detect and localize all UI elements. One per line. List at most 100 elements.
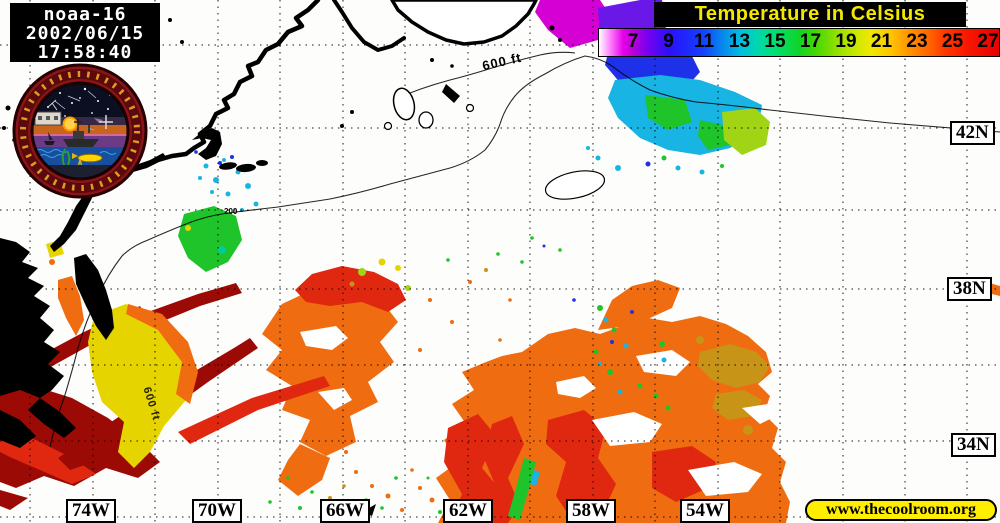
map-graphic: [64, 115, 66, 117]
map-graphic: [107, 108, 109, 110]
colorbar-tick: 17: [799, 31, 822, 52]
map-graphic: [498, 338, 502, 342]
map-graphic: [698, 344, 770, 388]
map-graphic: [699, 169, 705, 175]
map-graphic: [49, 55, 1000, 448]
map-graphic: [438, 510, 442, 514]
map-graphic: [450, 320, 454, 324]
map-graphic: [35, 149, 117, 158]
map-graphic: [88, 304, 194, 468]
colorbar-tick: 25: [941, 31, 964, 52]
map-graphic: [508, 458, 536, 520]
map-graphic: [392, 87, 416, 121]
colorbar-tick: 27: [977, 31, 999, 52]
colorbar-title: Temperature in Celsius: [654, 2, 966, 27]
map-graphic: [126, 304, 198, 404]
map-graphic: [496, 252, 500, 256]
latitude-label-34N: 34N: [951, 433, 996, 457]
map-graphic: [520, 260, 524, 264]
warm-water-patches: [0, 240, 1000, 523]
map-graphic: [508, 298, 512, 302]
map-graphic: [332, 0, 406, 52]
colorbar-tick: 7: [627, 31, 639, 52]
map-graphic: [236, 163, 256, 173]
longitude-label-66W: 66W: [320, 499, 370, 523]
longitude-label-74W: 74W: [66, 499, 116, 523]
map-graphic: [661, 357, 667, 363]
map-graphic: [400, 508, 404, 512]
capture-date: 2002/06/15: [25, 23, 145, 44]
capture-time: 17:58:40: [37, 42, 133, 63]
map-graphic: [20, 71, 140, 191]
map-graphic: [675, 165, 681, 171]
map-graphic: [253, 201, 259, 207]
temperature-colorbar: 7 9 11 13 15 17 19 21 23 25 27: [598, 28, 1000, 57]
map-graphic: [300, 326, 348, 350]
map-graphic: [71, 102, 73, 104]
map-graphic: [33, 87, 127, 178]
coolroom-observatory-logo: [12, 63, 148, 199]
map-graphic: [394, 476, 398, 480]
map-graphic: [77, 157, 83, 168]
map-graphic: [358, 268, 366, 276]
map-graphic: [659, 341, 665, 347]
map-graphic: [530, 470, 540, 486]
map-graphic: [256, 160, 268, 166]
depth-contour-600ft: [49, 51, 1000, 448]
map-graphic: [194, 150, 198, 154]
map-graphic: [50, 182, 98, 252]
map-graphic: [484, 268, 488, 272]
map-graphic: [610, 340, 614, 344]
map-graphic: [54, 116, 58, 120]
map-graphic: [295, 266, 406, 312]
map-graphic: [218, 161, 222, 165]
map-graphic: [546, 410, 616, 520]
map-graphic: [0, 490, 28, 510]
map-graphic: [222, 158, 226, 162]
map-graphic: [468, 280, 472, 284]
map-graphic: [617, 389, 623, 395]
latitude-label-42N: 42N: [950, 121, 995, 145]
depth-mark-200: 200: [224, 207, 238, 216]
website-watermark[interactable]: www.thecoolroom.org: [805, 499, 997, 521]
map-graphic: [344, 450, 348, 454]
longitude-label-54W: 54W: [680, 499, 730, 523]
map-graphic: [46, 116, 50, 120]
colorbar-tick: 23: [906, 31, 928, 52]
map-graphic: [549, 25, 555, 31]
map-graphic: [245, 183, 251, 189]
map-graphic: [180, 40, 184, 44]
map-graphic: [262, 288, 398, 456]
map-graphic: [178, 206, 242, 272]
map-graphic: [298, 506, 302, 510]
map-graphic: [354, 470, 358, 474]
map-graphic: [286, 476, 290, 480]
map-graphic: [598, 280, 680, 330]
map-graphic: [390, 0, 538, 46]
map-graphic: [38, 116, 42, 120]
map-graphic: [74, 119, 90, 133]
map-graphic: [630, 310, 634, 314]
map-graphic: [48, 132, 53, 140]
map-graphic: [63, 139, 99, 147]
map-graphic: [385, 493, 391, 499]
map-graphic: [652, 446, 716, 502]
map-graphic: [61, 148, 71, 166]
colorbar-tick: 21: [870, 31, 893, 52]
map-graphic: [722, 108, 770, 155]
map-graphic: [59, 92, 61, 94]
colorbar-tick: 19: [835, 31, 857, 52]
map-graphic: [2, 126, 6, 130]
map-graphic: [225, 191, 231, 197]
map-graphic: [97, 100, 99, 102]
map-graphic: [615, 165, 621, 171]
colorbar-tick: 13: [728, 31, 751, 52]
map-graphic: [636, 350, 690, 376]
longitude-label-62W: 62W: [443, 499, 493, 523]
map-graphic: [586, 146, 590, 150]
map-graphic: [99, 115, 113, 129]
map-graphic: [79, 97, 81, 99]
map-graphic: [607, 369, 613, 375]
map-graphic: [383, 121, 393, 131]
